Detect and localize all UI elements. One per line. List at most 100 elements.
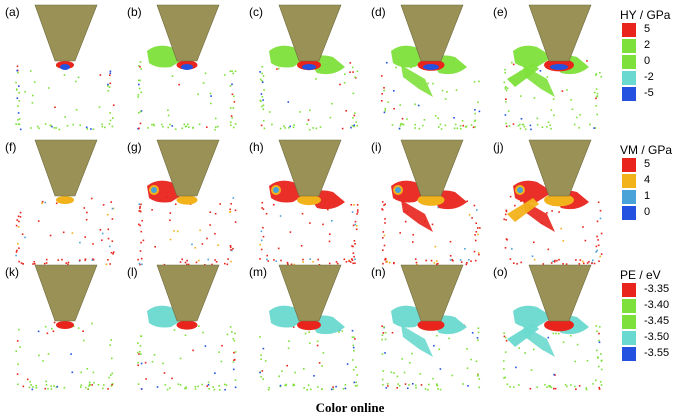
atom-dot bbox=[474, 119, 477, 122]
atom-dot bbox=[381, 338, 383, 341]
atom-dot bbox=[261, 81, 264, 83]
atom-dot bbox=[384, 222, 386, 224]
legend-row: -3.40 bbox=[620, 298, 698, 314]
atom-dot bbox=[439, 368, 442, 370]
atom-dot bbox=[387, 385, 389, 387]
atom-dot bbox=[58, 128, 61, 131]
atom-dot bbox=[432, 377, 434, 380]
panel-label: (k) bbox=[5, 265, 19, 279]
atom-dot bbox=[416, 263, 418, 266]
atom-dot bbox=[517, 125, 520, 127]
atom-dot bbox=[109, 344, 111, 346]
atom-dot bbox=[214, 259, 216, 261]
atom-dot bbox=[550, 109, 553, 111]
atom-dot bbox=[292, 326, 295, 328]
contact-zone bbox=[176, 320, 198, 330]
atom-dot bbox=[355, 381, 357, 384]
atom-dot bbox=[67, 263, 69, 266]
atom-dot bbox=[350, 204, 353, 206]
atom-dot bbox=[140, 203, 142, 206]
atom-dot bbox=[290, 263, 293, 266]
atom-dot bbox=[67, 261, 70, 264]
atom-dot bbox=[553, 373, 555, 376]
atom-dot bbox=[428, 383, 430, 386]
figure-panel: (k) bbox=[5, 264, 125, 393]
legend-title: VM / GPa bbox=[620, 143, 673, 157]
atom-dot bbox=[570, 334, 572, 337]
atom-dot bbox=[71, 232, 74, 234]
atom-dot bbox=[328, 262, 331, 265]
atom-dot bbox=[354, 76, 356, 78]
atom-dot bbox=[466, 367, 469, 369]
atom-dot bbox=[584, 239, 587, 242]
atom-dot bbox=[595, 379, 597, 382]
atom-dot bbox=[141, 219, 143, 222]
atom-dot bbox=[354, 262, 356, 264]
atom-dot bbox=[229, 70, 232, 73]
atom-dot bbox=[89, 384, 91, 386]
atom-dot bbox=[354, 220, 357, 223]
atom-dot bbox=[24, 236, 26, 239]
atom-dot bbox=[18, 260, 20, 263]
atom-dot bbox=[184, 387, 186, 390]
atom-dot bbox=[319, 126, 322, 128]
atom-dot bbox=[109, 70, 112, 73]
atom-dot bbox=[349, 261, 352, 263]
atom-dot bbox=[437, 388, 439, 390]
atom-dot bbox=[547, 121, 550, 123]
legend-swatch bbox=[622, 331, 636, 345]
atom-dot bbox=[533, 258, 536, 261]
atom-dot bbox=[575, 116, 578, 119]
atom-dot bbox=[56, 385, 59, 388]
atom-dot bbox=[439, 388, 442, 391]
atom-dot bbox=[163, 263, 166, 266]
atom-dot bbox=[503, 368, 505, 370]
atom-dot bbox=[15, 123, 17, 125]
atom-dot bbox=[221, 344, 223, 347]
atom-dot bbox=[349, 62, 352, 64]
atom-dot bbox=[261, 201, 264, 204]
atom-dot bbox=[596, 249, 598, 252]
atom-dot bbox=[541, 126, 544, 128]
atom-dot bbox=[547, 248, 550, 251]
atom-dot bbox=[595, 88, 598, 90]
atom-dot bbox=[267, 260, 269, 262]
atom-dot bbox=[453, 117, 455, 119]
atom-dot bbox=[300, 245, 303, 247]
atom-dot bbox=[162, 362, 164, 365]
atom-dot bbox=[261, 65, 264, 68]
figure-panel: (e) bbox=[493, 4, 613, 133]
atom-dot bbox=[161, 123, 163, 126]
atom-dot bbox=[188, 126, 190, 128]
atom-dot bbox=[286, 364, 288, 367]
atom-dot bbox=[65, 262, 68, 264]
atom-dot bbox=[504, 114, 507, 116]
atom-dot bbox=[20, 262, 23, 264]
atom-dot bbox=[511, 248, 513, 250]
atom-dot bbox=[107, 85, 109, 87]
atom-dot bbox=[80, 384, 83, 386]
atom-dot bbox=[354, 223, 357, 226]
atom-dot bbox=[284, 127, 286, 129]
atom-dot bbox=[600, 359, 603, 362]
indenter-tip bbox=[34, 4, 98, 62]
atom-dot bbox=[433, 262, 436, 264]
atom-dot bbox=[91, 322, 93, 325]
atom-dot bbox=[16, 340, 19, 342]
legend-title: HY / GPa bbox=[620, 8, 671, 22]
atom-dot bbox=[153, 124, 155, 127]
atom-dot bbox=[512, 123, 515, 125]
atom-dot bbox=[598, 341, 601, 344]
atom-dot bbox=[26, 378, 29, 381]
atom-dot bbox=[186, 259, 188, 262]
atom-dot bbox=[328, 240, 331, 243]
atom-dot bbox=[401, 123, 403, 125]
atom-dot bbox=[260, 230, 263, 233]
panel-plot bbox=[15, 139, 115, 266]
atom-dot bbox=[181, 127, 183, 130]
atom-dot bbox=[475, 222, 477, 224]
legend-row: -3.35 bbox=[620, 282, 698, 298]
atom-dot bbox=[415, 384, 417, 387]
atom-dot bbox=[592, 259, 594, 262]
atom-dot bbox=[505, 219, 507, 221]
